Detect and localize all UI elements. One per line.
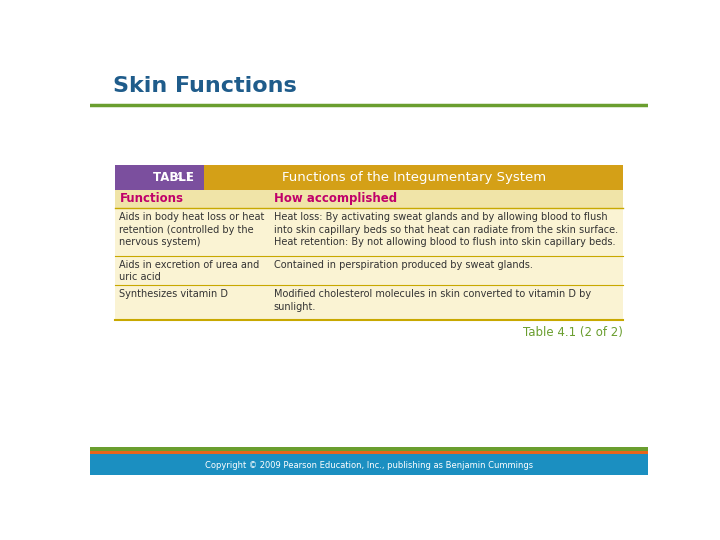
- Text: Functions of the Integumentary System: Functions of the Integumentary System: [282, 171, 546, 184]
- Bar: [90, 448, 648, 450]
- Bar: [204, 165, 624, 190]
- Text: 4.1: 4.1: [175, 171, 194, 184]
- Text: Modified cholesterol molecules in skin converted to vitamin D by
sunlight.: Modified cholesterol molecules in skin c…: [274, 289, 591, 312]
- Bar: [114, 285, 624, 320]
- Text: Functions: Functions: [120, 192, 184, 205]
- Text: Skin Functions: Skin Functions: [113, 76, 297, 96]
- Bar: [114, 256, 624, 285]
- Text: TABLE: TABLE: [153, 171, 198, 184]
- Text: Table 4.1 (2 of 2): Table 4.1 (2 of 2): [523, 326, 624, 339]
- Bar: [90, 454, 648, 457]
- Text: Contained in perspiration produced by sweat glands.: Contained in perspiration produced by sw…: [274, 260, 533, 269]
- Text: Synthesizes vitamin D: Synthesizes vitamin D: [120, 289, 228, 299]
- Text: Aids in body heat loss or heat
retention (controlled by the
nervous system): Aids in body heat loss or heat retention…: [120, 212, 265, 247]
- Text: Aids in excretion of urea and
uric acid: Aids in excretion of urea and uric acid: [120, 260, 260, 282]
- Bar: [114, 208, 624, 256]
- Bar: [114, 190, 624, 208]
- Text: How accomplished: How accomplished: [274, 192, 397, 205]
- Text: Copyright © 2009 Pearson Education, Inc., publishing as Benjamin Cummings: Copyright © 2009 Pearson Education, Inc.…: [205, 462, 533, 470]
- Bar: [90, 450, 648, 454]
- Text: Heat loss: By activating sweat glands and by allowing blood to flush
into skin c: Heat loss: By activating sweat glands an…: [274, 212, 618, 247]
- Bar: [90, 457, 648, 475]
- Bar: [114, 165, 204, 190]
